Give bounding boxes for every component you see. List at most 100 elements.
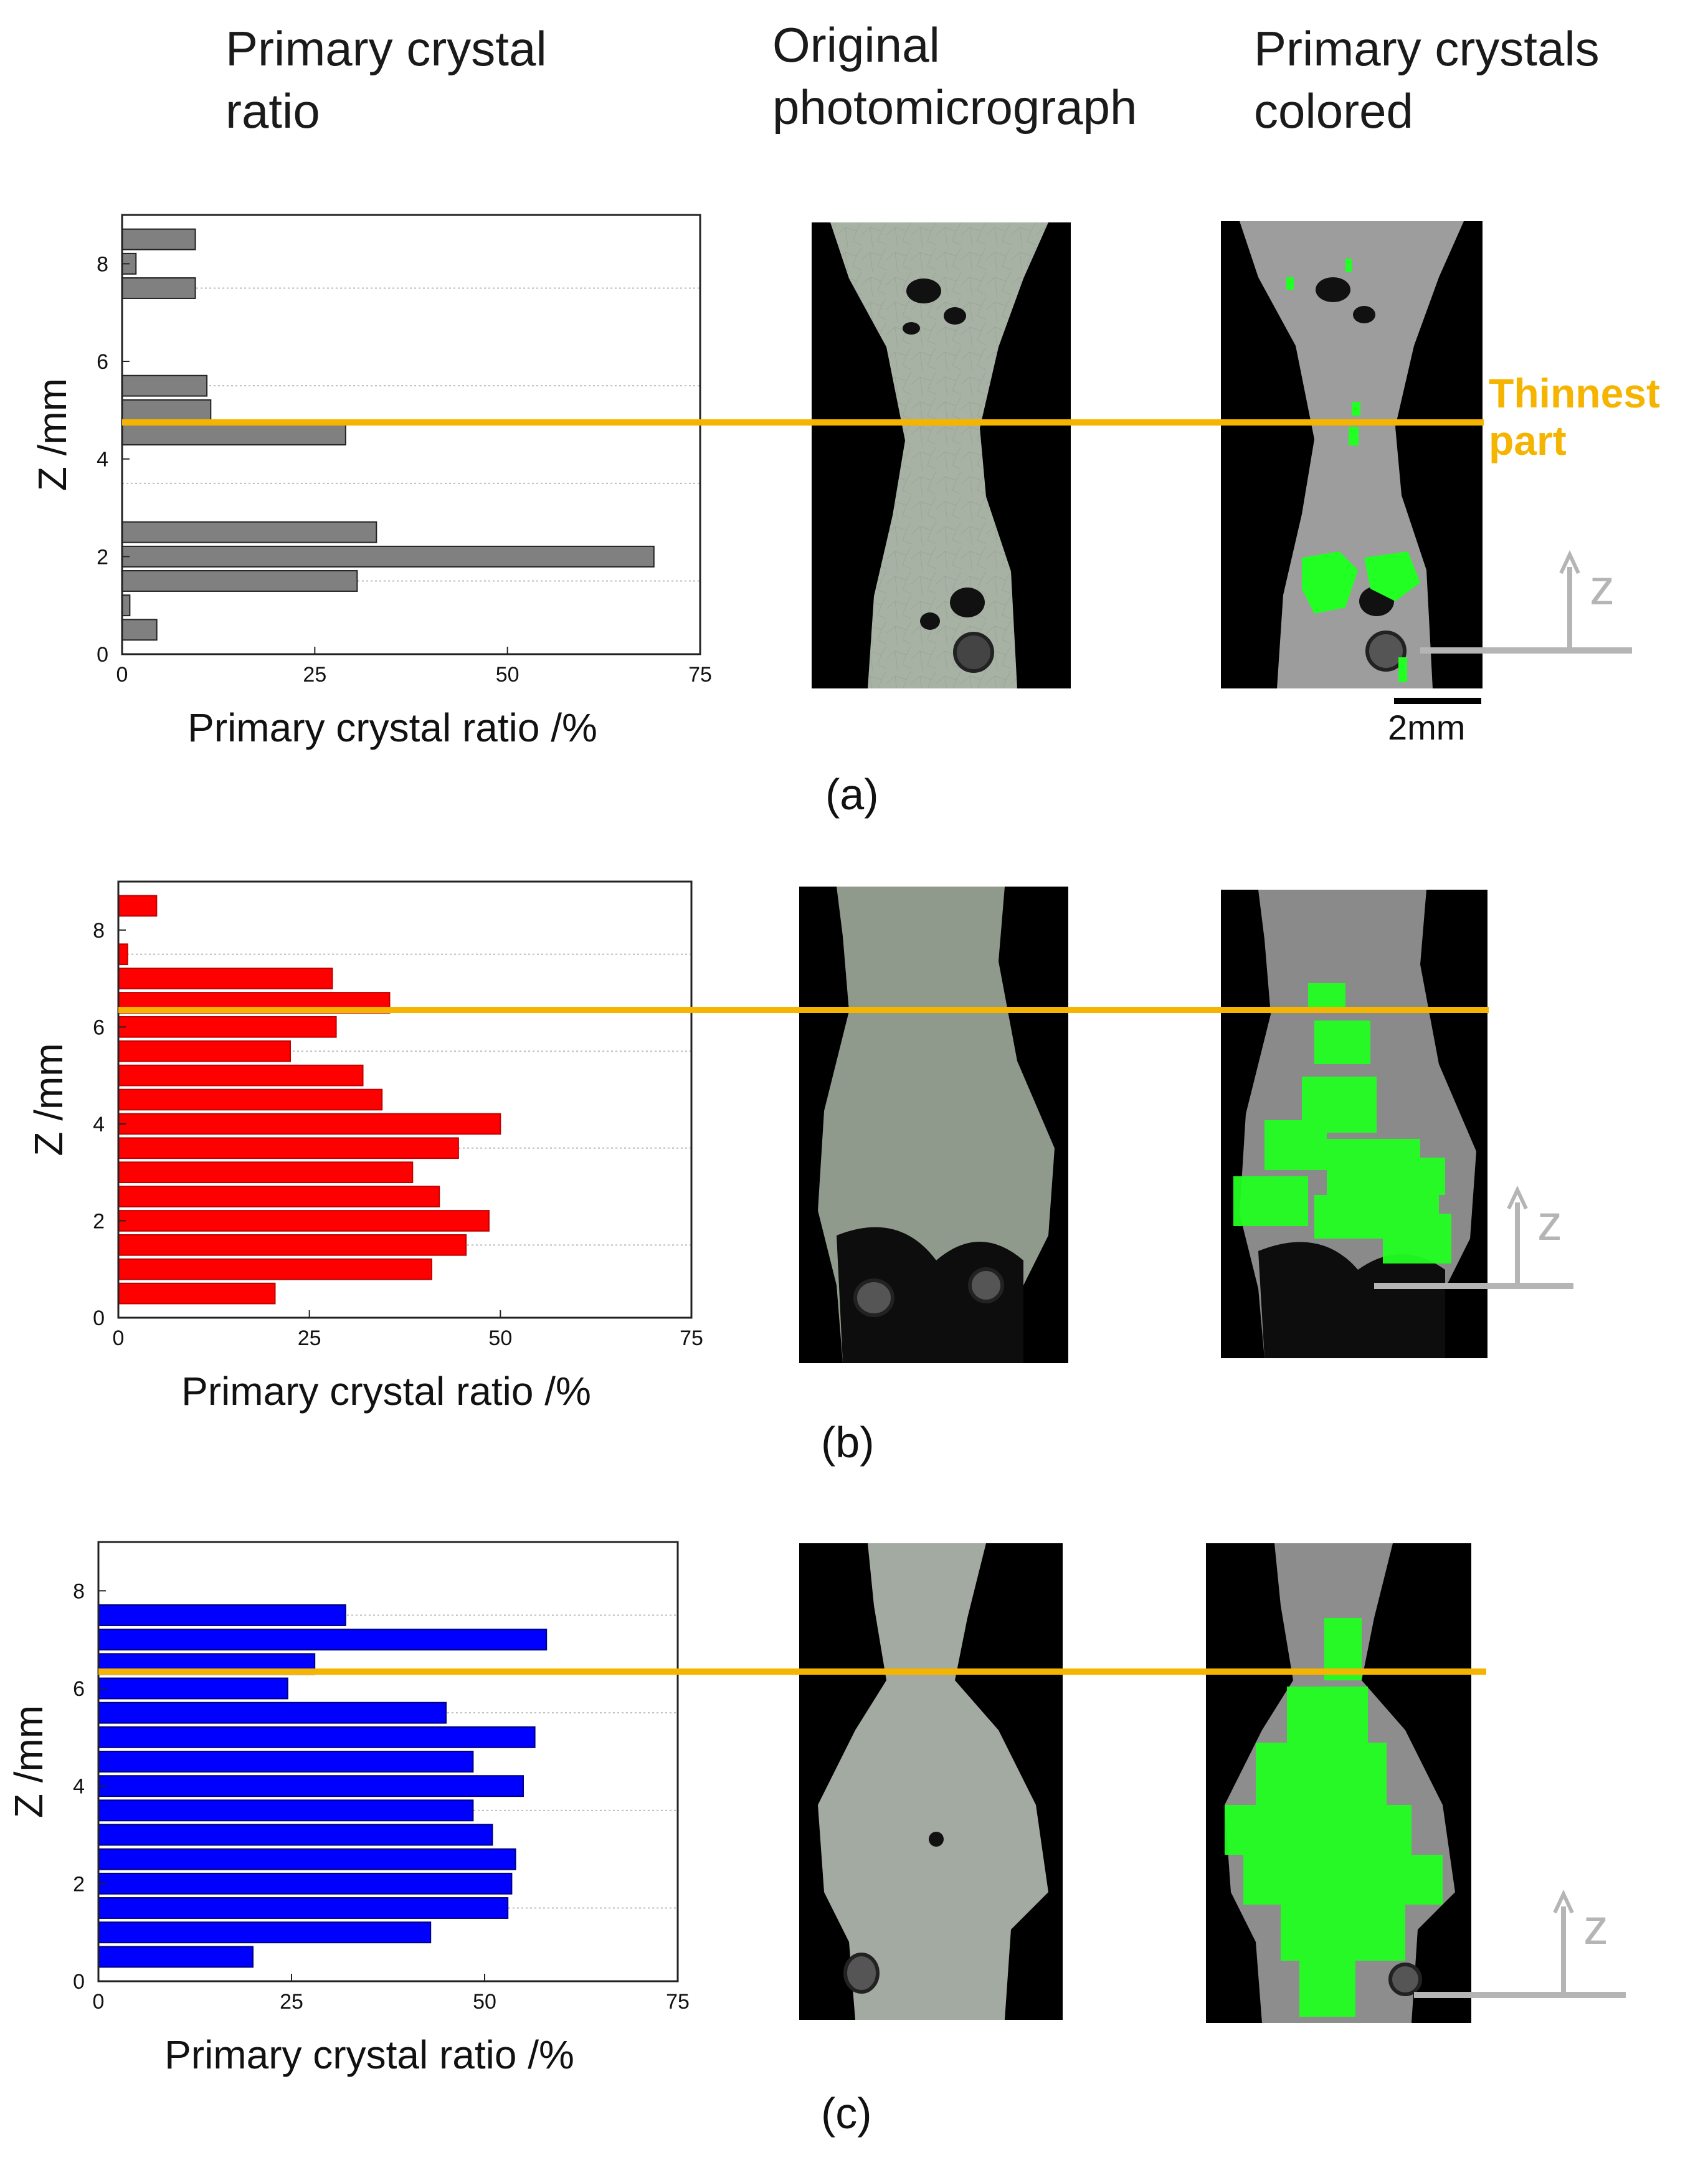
bar [121,545,655,568]
x-tick-label: 75 [688,663,712,687]
z-axis-icon-b: z [1374,1185,1573,1289]
bar [118,1258,432,1280]
y-tick-label: 8 [97,252,108,276]
x-axis-title: Primary crystal ratio /% [164,2032,574,2077]
bar [98,1701,447,1724]
bar [98,1775,524,1797]
thinnest-line-b [118,1007,1489,1014]
bar [118,895,158,917]
bar [118,968,333,989]
bar [121,228,196,250]
y-tick-label: 6 [93,1016,105,1039]
x-tick-label: 50 [488,1326,512,1350]
bar [98,1824,493,1846]
bar [121,399,212,421]
bar [118,943,128,966]
bar [121,570,358,592]
thinnest-line-c [98,1668,1486,1675]
bar [118,1161,414,1184]
y-tick-label: 8 [93,919,105,943]
y-tick-label: 4 [93,1113,105,1136]
y-tick-label: 2 [73,1872,85,1896]
y-tick-label: 2 [97,545,108,569]
photomicrograph-b [799,887,1068,1363]
x-tick-label: 0 [116,663,128,687]
plot-frame [117,880,693,1319]
bar [118,1040,291,1062]
x-axis-title: Primary crystal ratio /% [181,1369,591,1414]
y-tick-label: 0 [97,643,108,667]
plot-frame [121,214,701,655]
bar [98,1848,516,1870]
chart-b: 0 25 50 75 0 2 4 6 8 Primary crystal ratio /% Z /m… [0,872,735,1414]
chart-c: 0 25 50 75 0 2 4 6 8 Primary crystal ratio /% Z /m… [0,1533,735,2081]
z-axis-letter: z [1590,559,1615,615]
panel-label-c: (c) [821,2089,872,2138]
y-tick-label: 6 [73,1677,85,1701]
photomicrograph-c [799,1543,1063,2020]
colored-micrograph-b [1221,890,1487,1358]
chart-a: 0 25 50 75 0 2 4 6 8 Primary crystal ratio /% Z /m… [0,206,735,766]
z-axis-icon-a: z [1420,550,1632,654]
y-axis-title: Z /mm [26,1043,71,1156]
bar [118,1210,490,1232]
bar [118,1234,467,1256]
scale-bar [1394,698,1481,704]
bar [118,1186,440,1207]
header-original-photomicrograph: Original photomicrograph [772,17,1137,135]
panel-label-a: (a) [825,770,879,819]
z-axis-letter: z [1537,1195,1562,1250]
x-tick-label: 50 [473,1990,496,2014]
y-tick-label: 6 [97,350,108,374]
bar [121,521,377,543]
scale-bar-label: 2mm [1388,708,1466,747]
thinnest-line-a [122,419,1484,426]
y-tick-label: 8 [73,1579,85,1603]
bar [118,1016,337,1038]
y-tick-label: 0 [73,1970,85,1994]
y-tick-label: 0 [93,1306,105,1330]
z-axis-letter: z [1583,1899,1608,1954]
chart-svg: 0 25 50 75 0 2 4 6 8 Primary crystal ratio /% Z /m… [26,880,703,1414]
bar [98,1726,536,1748]
bar [121,277,196,299]
bar [118,1282,276,1305]
bar [98,1629,548,1651]
x-tick-label: 50 [496,663,520,687]
header-primary-crystal-ratio: Primary crystal ratio [225,21,547,138]
panel-label-b: (b) [821,1418,875,1467]
thinnest-part-label: Thinnest part [1489,370,1660,464]
colored-micrograph-c [1206,1543,1471,2023]
chart-svg: 0 25 50 75 0 2 4 6 8 Primary crystal ratio /% Z /m… [6,1541,690,2077]
bar [121,619,158,641]
bar [118,1064,364,1087]
z-axis-icon-c: z [1414,1889,1626,1998]
bar [121,424,346,445]
colored-micrograph-a [1221,221,1483,688]
y-axis-title: Z /mm [30,378,75,491]
bar [98,1872,513,1895]
y-tick-label: 2 [93,1209,105,1233]
bar [98,1751,474,1773]
x-axis-title: Primary crystal ratio /% [187,705,597,750]
header-primary-crystals-colored: Primary crystals colored [1254,21,1600,138]
x-tick-label: 25 [298,1326,321,1350]
chart-svg: 0 25 50 75 0 2 4 6 8 Primary crystal ratio /% Z /m… [30,214,712,750]
plot-frame [97,1541,679,1982]
bar [118,1137,459,1159]
bar [121,374,208,397]
bar [98,1604,346,1626]
x-tick-label: 75 [666,1990,690,2014]
x-tick-label: 0 [93,1990,105,2014]
photomicrograph-a [812,222,1071,688]
bar [118,1088,383,1111]
bar [118,1113,501,1135]
bar [98,1677,288,1700]
y-tick-label: 4 [73,1775,85,1799]
bar [121,594,131,617]
x-tick-label: 25 [303,663,326,687]
bar [98,1897,509,1919]
x-tick-label: 0 [113,1326,125,1350]
bar [98,1921,432,1944]
bar [98,1946,254,1968]
